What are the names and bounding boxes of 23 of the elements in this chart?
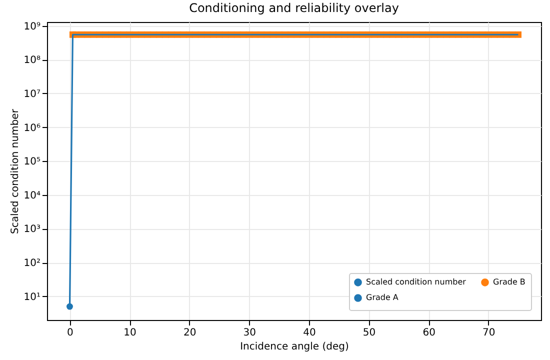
x-tick-label: 50 (362, 328, 376, 338)
x-tick-label: 60 (422, 328, 436, 338)
y-tick-label: 10³ (24, 224, 40, 236)
x-tick-label: 20 (183, 328, 196, 338)
x-axis-title: Incidence angle (deg) (240, 342, 349, 352)
legend-label: Grade B (493, 277, 526, 286)
legend-label: Scaled condition number (366, 277, 467, 286)
x-tick-label: 40 (303, 328, 316, 338)
x-tick-label: 0 (67, 328, 74, 338)
y-tick-label: 10⁴ (24, 190, 40, 202)
legend-label: Grade A (366, 293, 399, 302)
y-tick-label: 10¹ (24, 292, 40, 303)
chart-title: Conditioning and reliability overlay (189, 0, 399, 15)
y-axis-title: Scaled condition number (10, 108, 21, 234)
x-tick-label: 10 (124, 328, 136, 338)
x-tick-label: 70 (482, 328, 496, 338)
y-tick-label: 10⁵ (24, 156, 40, 168)
y-tick-label: 10⁹ (24, 21, 40, 32)
y-tick-label: 10⁶ (24, 122, 40, 134)
y-tick-label: 10⁷ (24, 88, 40, 100)
y-tick-label: 10⁸ (24, 55, 40, 66)
x-tick-label: 30 (243, 328, 256, 338)
y-tick-label: 10² (24, 258, 40, 270)
